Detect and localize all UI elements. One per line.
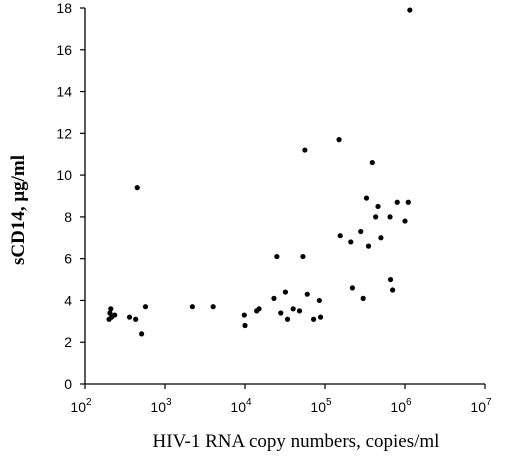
data-point xyxy=(274,253,280,260)
x-tick-label: 105 xyxy=(310,397,332,415)
x-tick-exponent: 4 xyxy=(246,397,252,408)
data-point xyxy=(373,214,379,220)
data-point xyxy=(256,306,262,312)
data-point xyxy=(112,312,118,318)
x-tick-label: 103 xyxy=(150,397,172,415)
data-point xyxy=(139,331,145,337)
data-point xyxy=(271,295,277,301)
data-point xyxy=(348,239,354,245)
y-ticks: 0 2 4 6 8 10 12 14 16 18 xyxy=(56,0,85,392)
x-tick-label: 106 xyxy=(390,397,412,415)
y-tick-label: 6 xyxy=(64,251,72,267)
data-point xyxy=(108,306,114,312)
y-tick-label: 0 xyxy=(64,376,72,392)
data-point xyxy=(142,304,149,310)
data-point xyxy=(210,304,216,310)
x-tick-label: 104 xyxy=(230,397,252,415)
data-point xyxy=(296,308,303,314)
data-point xyxy=(390,287,396,293)
y-tick-label: 8 xyxy=(64,209,72,225)
y-axis-label: sCD14, μg/ml xyxy=(8,155,29,265)
data-point xyxy=(337,233,343,239)
data-point xyxy=(360,295,366,301)
x-tick-exponent: 6 xyxy=(406,397,412,408)
x-tick-exponent: 2 xyxy=(86,397,92,408)
data-point xyxy=(300,253,306,260)
data-point xyxy=(394,199,400,205)
data-point xyxy=(189,304,195,310)
data-points xyxy=(106,7,413,337)
data-point xyxy=(387,214,393,220)
data-point xyxy=(405,199,411,205)
data-point xyxy=(310,316,317,322)
data-point xyxy=(278,310,284,316)
data-point xyxy=(375,203,381,210)
x-tick-label: 107 xyxy=(470,397,492,415)
x-tick-label: 102 xyxy=(70,397,92,415)
y-tick-label: 14 xyxy=(56,84,72,100)
data-point xyxy=(242,322,248,329)
data-point xyxy=(107,310,113,316)
data-point xyxy=(134,185,140,191)
x-tick-base: 10 xyxy=(70,399,86,415)
data-point xyxy=(290,306,296,312)
data-point xyxy=(241,312,247,318)
axes xyxy=(84,8,485,385)
data-point xyxy=(133,316,139,322)
data-point xyxy=(304,291,310,297)
data-point xyxy=(378,235,384,241)
x-tick-base: 10 xyxy=(230,399,246,415)
data-point xyxy=(284,316,291,322)
data-point xyxy=(407,7,413,13)
x-tick-base: 10 xyxy=(150,399,166,415)
data-point xyxy=(349,285,355,291)
y-tick-label: 2 xyxy=(64,334,72,350)
data-point xyxy=(316,297,322,304)
x-tick-exponent: 5 xyxy=(326,397,332,408)
x-tick-base: 10 xyxy=(470,399,486,415)
data-point xyxy=(369,159,375,166)
x-ticks: 102 103 104 105 106 107 xyxy=(70,384,492,415)
y-tick-label: 16 xyxy=(56,42,72,58)
data-point xyxy=(387,276,394,283)
y-tick-label: 4 xyxy=(64,292,72,308)
data-point xyxy=(365,243,372,249)
data-point xyxy=(126,314,133,320)
data-point xyxy=(358,228,364,235)
data-point xyxy=(402,218,408,224)
y-tick-label: 12 xyxy=(56,125,72,141)
data-point xyxy=(363,195,370,201)
x-tick-exponent: 7 xyxy=(486,397,492,408)
x-tick-exponent: 3 xyxy=(166,397,172,408)
data-point xyxy=(317,314,324,320)
data-point xyxy=(302,147,308,153)
x-tick-base: 10 xyxy=(390,399,406,415)
data-point xyxy=(336,137,342,143)
y-tick-label: 10 xyxy=(56,167,72,183)
x-axis-label: HIV-1 RNA copy numbers, copies/ml xyxy=(153,431,440,452)
y-tick-label: 18 xyxy=(56,0,72,16)
x-tick-base: 10 xyxy=(310,399,326,415)
data-point xyxy=(282,289,289,295)
